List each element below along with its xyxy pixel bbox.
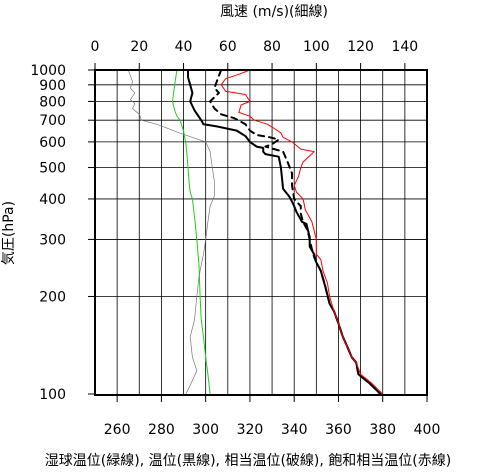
series-potential-temperature	[187, 69, 382, 395]
bottom-axis-title: 湿球温位(緑線), 温位(黒線), 相当温位(破線), 飽和相当温位(赤線)	[45, 452, 451, 469]
bottom-tick-label-340: 340	[281, 422, 308, 438]
series-saturated-equivalent	[220, 69, 384, 395]
bottom-tick-label-400: 400	[414, 422, 441, 438]
top-tick-label-20: 20	[130, 39, 148, 55]
plot-frame	[94, 69, 428, 396]
y-tick-label-900: 900	[39, 78, 66, 94]
top-tick-label-120: 120	[347, 39, 374, 55]
bottom-axis-ticks: 260 280 300 320 340 360 380 400	[104, 395, 441, 438]
top-tick-label-40: 40	[175, 39, 193, 55]
top-tick-label-80: 80	[263, 39, 281, 55]
y-tick-label-200: 200	[39, 289, 66, 305]
bottom-tick-label-260: 260	[104, 422, 131, 438]
bottom-tick-label-360: 360	[325, 422, 352, 438]
bottom-tick-label-380: 380	[369, 422, 396, 438]
y-axis-title: 気圧(hPa)	[1, 201, 17, 265]
y-tick-label-600: 600	[39, 135, 66, 151]
y-axis-title-group: 気圧(hPa)	[1, 201, 17, 265]
y-tick-label-700: 700	[39, 113, 66, 129]
top-tick-label-140: 140	[391, 39, 418, 55]
y-tick-label-1000: 1000	[30, 63, 66, 79]
top-tick-label-0: 0	[91, 39, 100, 55]
y-tick-label-400: 400	[39, 192, 66, 208]
y-tick-label-300: 300	[39, 232, 66, 248]
bottom-tick-label-280: 280	[148, 422, 175, 438]
grid	[95, 70, 427, 395]
series-wet-bulb	[172, 69, 211, 395]
bottom-tick-label-320: 320	[237, 422, 264, 438]
top-axis-title: 風速 (m/s)(細線)	[220, 4, 328, 20]
bottom-tick-label-300: 300	[192, 422, 219, 438]
top-axis-ticks: 0 20 40 60 80 100 120 140	[91, 39, 418, 70]
y-tick-label-100: 100	[39, 387, 66, 403]
series-group	[127, 69, 384, 395]
y-tick-label-800: 800	[39, 94, 66, 110]
top-tick-label-100: 100	[303, 39, 330, 55]
series-wind	[127, 69, 215, 395]
top-tick-label-60: 60	[219, 39, 237, 55]
y-tick-label-500: 500	[39, 161, 66, 177]
series-equivalent	[209, 69, 382, 395]
